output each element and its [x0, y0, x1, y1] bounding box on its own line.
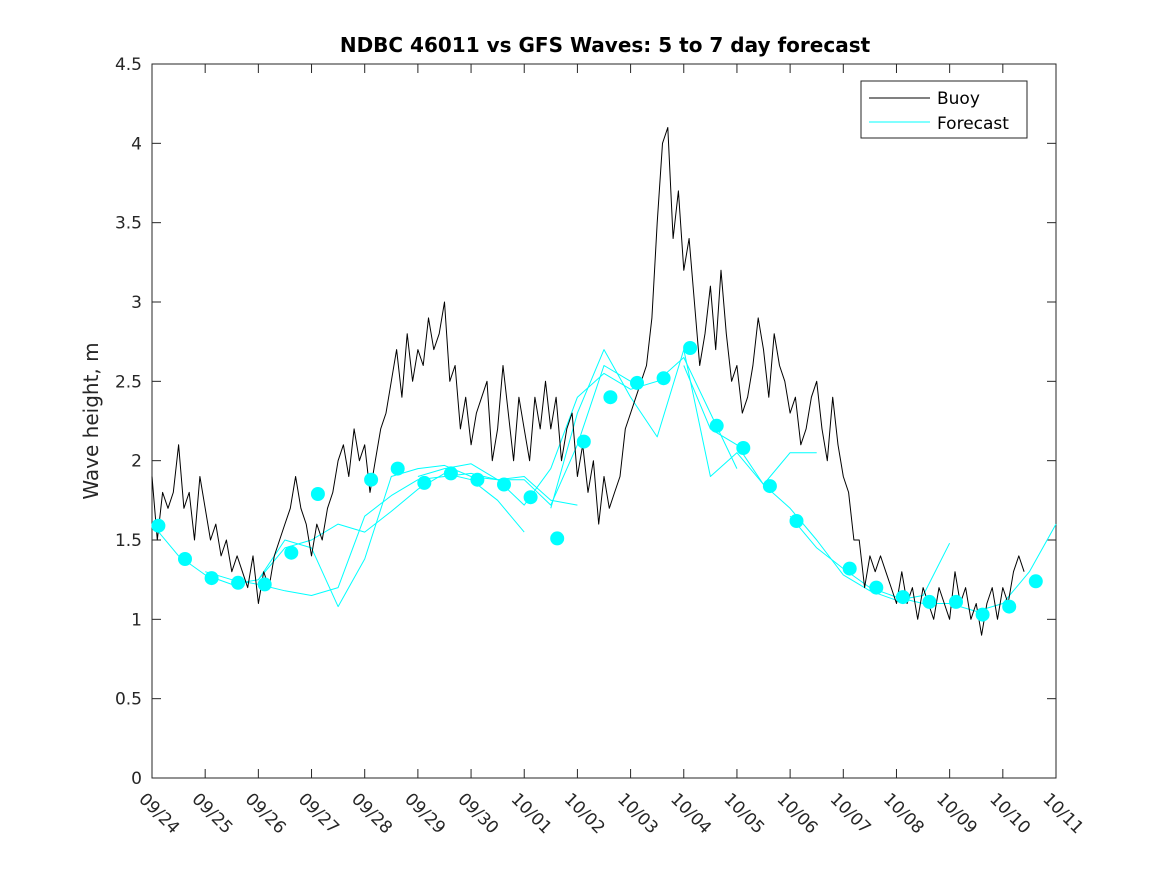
legend-box: [860, 80, 1028, 139]
forecast-point: [656, 371, 671, 386]
y-tick-label: 4.5: [115, 55, 142, 75]
forecast-run-3-line: [257, 365, 631, 608]
y-tick-label: 0: [131, 769, 142, 789]
forecast-point: [497, 477, 511, 492]
forecast-point: [257, 577, 272, 592]
forecast-run-4-line: [417, 357, 738, 506]
legend: Buoy Forecast: [860, 80, 1028, 139]
forecast-point: [630, 375, 644, 390]
y-tick-label: 3: [131, 293, 142, 313]
forecast-point: [470, 472, 485, 487]
legend-buoy-label: Buoy: [937, 89, 980, 109]
forecast-point: [364, 472, 379, 487]
forecast-point: [709, 418, 724, 433]
y-axis-label: Wave height, m: [79, 342, 103, 499]
y-tick-label: 2.5: [115, 372, 142, 392]
forecast-point: [949, 594, 963, 609]
forecast-point: [151, 518, 166, 533]
forecast-point: [842, 561, 857, 576]
buoy-line: [151, 127, 1025, 636]
forecast-point: [310, 487, 325, 501]
forecast-point: [736, 441, 751, 455]
forecast-markers: [151, 341, 1043, 622]
y-tick-label: 3.5: [115, 214, 142, 234]
forecast-point: [417, 475, 432, 490]
forecast-point: [603, 390, 618, 405]
y-tick-label: 1.5: [115, 531, 142, 551]
chart-title: NDBC 46011 vs GFS Waves: 5 to 7 day fore…: [340, 33, 871, 57]
forecast-point: [550, 531, 565, 546]
legend-forecast-label: Forecast: [937, 114, 1009, 134]
forecast-point: [204, 571, 219, 586]
forecast-point: [922, 594, 937, 609]
y-tick-label: 0.5: [115, 690, 142, 710]
forecast-point: [1002, 599, 1017, 614]
forecast-point: [523, 490, 538, 505]
plot-area: [151, 63, 1057, 779]
y-tick-label: 4: [131, 134, 142, 154]
y-tick-label: 2: [131, 452, 142, 472]
forecast-point: [178, 552, 192, 566]
forecast-point: [975, 607, 990, 622]
forecast-point: [869, 580, 884, 595]
forecast-point: [284, 545, 299, 560]
y-tick-label: 1: [131, 610, 142, 630]
y-axis: 0 0.5 1 1.5 2 2.5 3 3.5 4 4.5: [115, 55, 1056, 789]
forecast-point: [683, 341, 698, 355]
forecast-point: [789, 514, 804, 528]
forecast-point: [390, 461, 405, 476]
forecast-point: [576, 434, 591, 449]
forecast-point: [895, 590, 910, 605]
forecast-point: [443, 466, 458, 481]
forecast-point: [1028, 574, 1043, 589]
forecast-point: [231, 575, 246, 590]
forecast-point: [762, 479, 777, 494]
